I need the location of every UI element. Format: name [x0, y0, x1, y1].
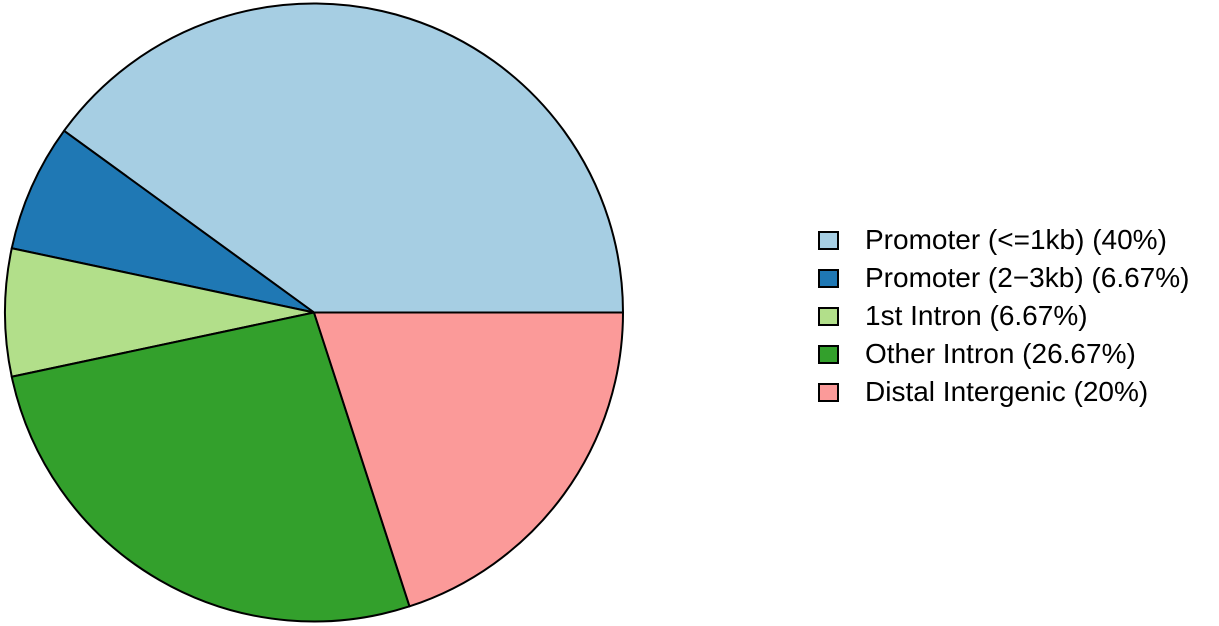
legend: Promoter (<=1kb) (40%) Promoter (2−3kb) (… — [818, 221, 1189, 411]
pie-slice-2 — [10, 129, 315, 314]
legend-item-2: Promoter (2−3kb) (6.67%) — [818, 259, 1189, 297]
legend-item-4: Other Intron (26.67%) — [818, 335, 1189, 373]
pie-chart — [4, 2, 624, 623]
pie-slice-5 — [313, 311, 624, 608]
legend-swatch-icon — [818, 382, 839, 402]
legend-swatch-icon — [818, 306, 839, 326]
legend-item-5: Distal Intergenic (20%) — [818, 373, 1189, 411]
pie-slice-4 — [10, 311, 411, 623]
legend-item-1: Promoter (<=1kb) (40%) — [818, 221, 1189, 259]
legend-label: Other Intron (26.67%) — [865, 338, 1136, 369]
legend-swatch-icon — [818, 344, 839, 364]
legend-label: Promoter (2−3kb) (6.67%) — [865, 262, 1190, 293]
legend-label: Promoter (<=1kb) (40%) — [865, 224, 1167, 255]
pie-slice-1 — [63, 2, 624, 314]
legend-swatch-icon — [818, 268, 839, 288]
pie-slice-3 — [4, 247, 315, 378]
legend-label: 1st Intron (6.67%) — [865, 300, 1088, 331]
legend-item-3: 1st Intron (6.67%) — [818, 297, 1189, 335]
legend-label: Distal Intergenic (20%) — [865, 376, 1149, 407]
legend-swatch-icon — [818, 230, 839, 250]
